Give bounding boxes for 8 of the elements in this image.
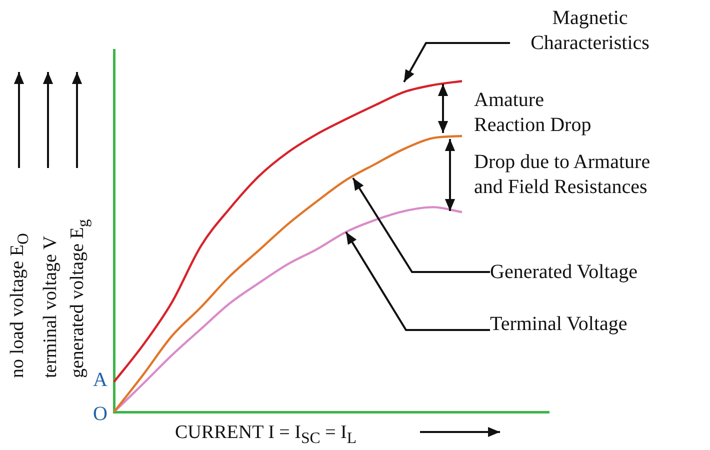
text: Terminal Voltage <box>490 312 628 337</box>
text: Generated Voltage <box>490 260 638 285</box>
text: A <box>93 368 108 393</box>
x-axis-title: CURRENT I = I$_{SC}$ = I$_{L}$ <box>175 421 357 449</box>
text: O <box>93 402 108 427</box>
text: Magnetic Characteristics <box>530 6 650 56</box>
annotation: Drop due to Armature and Field Resistances <box>474 150 650 200</box>
annotation: Amature Reaction Drop <box>474 88 592 138</box>
